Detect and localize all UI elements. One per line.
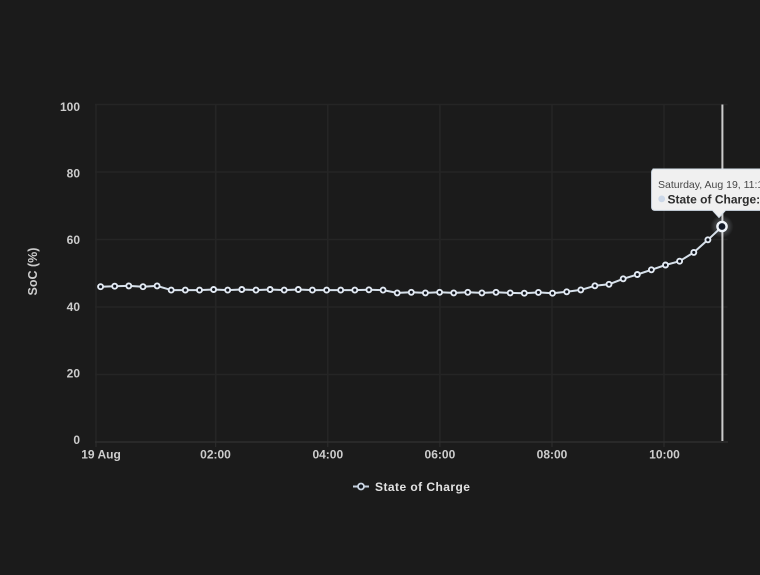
svg-text:60: 60 xyxy=(67,233,81,247)
svg-text:0: 0 xyxy=(73,433,80,447)
svg-text:80: 80 xyxy=(67,167,81,181)
svg-text:State of Charge: State of Charge xyxy=(375,480,470,494)
svg-text:40: 40 xyxy=(67,300,81,314)
svg-text:02:00: 02:00 xyxy=(200,448,231,462)
svg-text:20: 20 xyxy=(67,366,81,380)
svg-text:04:00: 04:00 xyxy=(312,448,343,462)
svg-text:10:00: 10:00 xyxy=(649,448,680,462)
svg-text:Saturday, Aug 19, 11:10: Saturday, Aug 19, 11:10 xyxy=(658,179,760,191)
svg-text:100: 100 xyxy=(60,100,80,114)
svg-text:08:00: 08:00 xyxy=(537,448,568,462)
svg-text:06:00: 06:00 xyxy=(425,448,456,462)
svg-text:SoC (%): SoC (%) xyxy=(26,248,40,296)
svg-text:State of Charge: 63.64: State of Charge: 63.64 xyxy=(668,192,760,206)
svg-text:19 Aug: 19 Aug xyxy=(81,448,121,462)
